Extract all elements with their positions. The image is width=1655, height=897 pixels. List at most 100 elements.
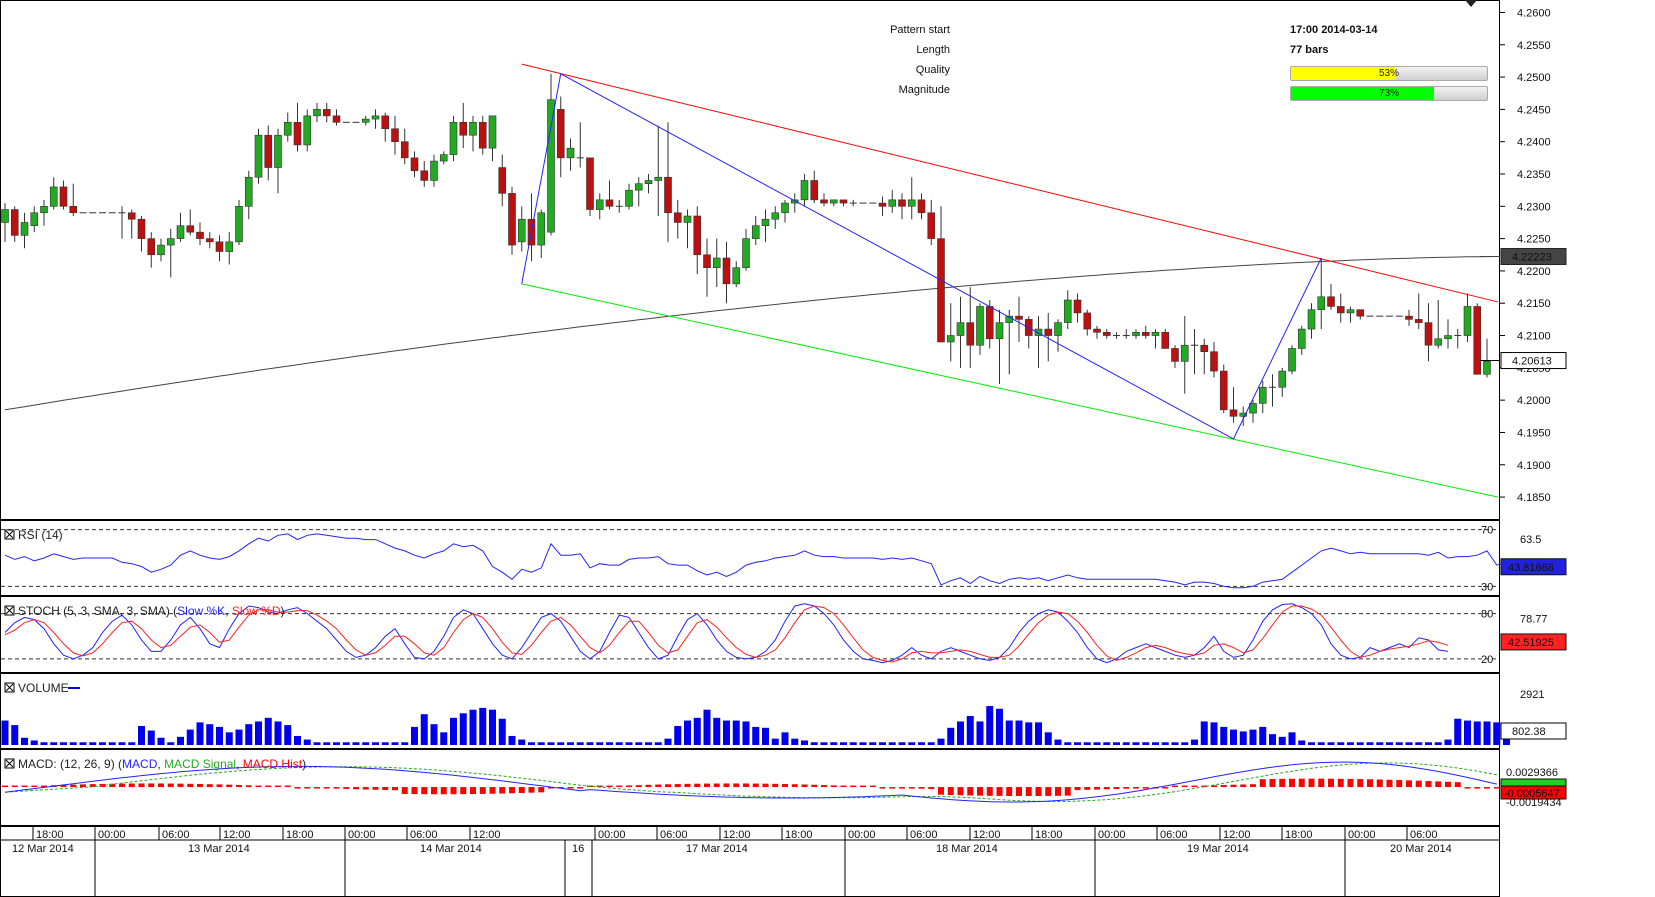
macd-hist-bar [899,787,905,789]
menu-arrow-icon[interactable] [1465,0,1477,7]
price-tick-label: 4.2500 [1517,72,1551,84]
volume-title: VOLUME [4,681,80,695]
macd-hist-bar [957,787,964,796]
macd-hist-bar [1016,787,1022,797]
resistance-line [521,63,1499,303]
volume-bar [1220,726,1228,745]
macd-hist-bar [255,785,262,788]
volume-current-label: 802.38 [1512,726,1546,738]
candle-body [1200,344,1209,352]
volume-bar [1415,742,1423,745]
volume-bar [576,742,584,745]
macd-hist-bar [606,785,613,788]
candle-body [147,238,156,256]
macd-hist-bar [11,785,18,788]
date-label: 12 Mar 2014 [12,843,74,855]
volume-bar [30,740,38,745]
volume-bar [1249,729,1257,745]
volume-bar [810,742,818,745]
volume-bar [693,717,701,745]
macd-hist-bar [879,787,886,789]
candle-body [176,225,185,239]
length-value: 77 bars [1290,44,1329,56]
macd-hist-bar [1259,779,1266,788]
candle-body [888,199,897,207]
candle-body [1229,409,1238,417]
macd-hist-bar [986,787,993,796]
macd-hist-bar [1220,785,1227,788]
rsi-current-box [1500,558,1567,576]
volume-bar [713,717,721,745]
price-tick-label: 4.1950 [1517,427,1551,439]
candle-body [469,122,477,136]
macd-hist-bar [1181,785,1188,788]
candle-body [1473,306,1482,375]
macd-hist-bar [528,787,535,793]
volume-bar [645,742,652,745]
macd-hist-bar [938,787,944,795]
candle-body [157,244,165,256]
volume-bar [99,742,106,745]
candle-body [420,170,429,181]
volume-bar [1083,742,1091,745]
last-price-label: 4.20613 [1512,356,1552,368]
price-tick-label: 4.2150 [1517,298,1551,310]
candle-body [508,193,516,246]
volume-bar [986,706,994,745]
candle-body [586,157,594,210]
macd-hist-bar [918,787,925,789]
macd-hist-bar [947,787,954,795]
volume-bar [966,716,974,745]
volume-bar [372,742,379,745]
candle-body [1307,309,1316,330]
macd-hist-bar [791,784,798,788]
macd-hist-bar [616,785,623,788]
volume-bar [537,742,545,745]
volume-bar [1347,742,1354,745]
candle-body [303,115,312,146]
volume-bar [1230,729,1237,745]
volume-bar [1269,734,1276,745]
price-tick-label: 4.2350 [1517,169,1551,181]
rsi-current-label: 43.81668 [1508,562,1554,574]
macd-hist-bar [167,783,174,788]
candle-body [1132,332,1140,336]
volume-bar [69,742,77,745]
macd-hist-bar [41,785,47,788]
date-label: 13 Mar 2014 [188,843,250,855]
time-tick-label: 12:00 [223,829,251,841]
candle-body [946,335,955,343]
time-tick-label: 00:00 [1098,829,1126,841]
time-tick-label: 12:00 [1223,829,1251,841]
macd-hist-bar [1113,787,1120,789]
svg-text:STOCH (5, 3, SMA, 3, SMA): STOCH (5, 3, SMA, 3, SMA) (Slow %K, Slow… [18,604,285,618]
macd-hist-bar [1230,784,1237,788]
macd-hist-bar [158,783,164,788]
time-tick-label: 12:00 [973,829,1001,841]
macd-hist-bar [596,785,603,788]
candle-body [976,306,984,346]
candle-body [1336,306,1345,314]
time-tick-label: 06:00 [1160,829,1188,841]
candle-body [205,238,214,243]
volume-bar [1044,732,1052,745]
volume-bar [528,742,535,745]
volume-bar [1444,739,1452,745]
macd-hist-bar [908,787,915,789]
pattern-start-label: Pattern start [890,24,950,36]
time-tick-label: 12:00 [473,829,501,841]
candle-body [322,109,331,117]
volume-bar [898,742,906,745]
macd-hist-bar [479,787,486,794]
macd-hist-bar [323,787,330,789]
volume-bar [128,742,136,745]
candle-body [537,212,546,246]
candle-body [1,209,9,223]
candle-body [371,115,380,120]
macd-hist-bar [440,787,447,795]
rsi-panel: 70 63.5 30 43.81668 [1,525,1567,593]
volume-bar [908,742,916,745]
quality-bar: 53% [1290,66,1488,81]
magnitude-bar-fill [1291,87,1435,100]
